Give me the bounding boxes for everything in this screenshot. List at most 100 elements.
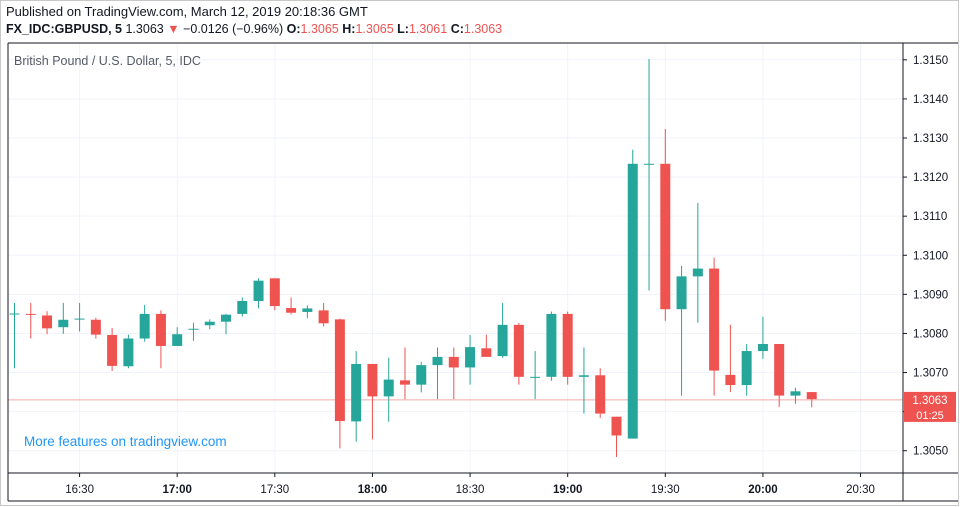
price-tick-label: 1.3080 <box>913 328 948 340</box>
candle <box>562 311 573 385</box>
price-tick-label: 1.3120 <box>913 172 948 184</box>
symbol-label[interactable]: FX_IDC:GBPUSD, 5 <box>6 22 122 36</box>
candle <box>90 317 101 339</box>
time-tick-label: 17:00 <box>162 484 191 496</box>
price-tick-label: 1.3070 <box>913 368 948 380</box>
candle-body <box>123 338 134 367</box>
low-label: L: <box>397 22 409 36</box>
candle <box>692 202 703 323</box>
time-axis[interactable]: 16:30 17:00 17:30 18:00 18:30 19:00 19:30 20:00… <box>65 473 875 496</box>
candle-body <box>806 392 817 400</box>
price-tag-box <box>904 391 956 422</box>
price-axis[interactable]: 1.30501.30601.30701.30801.30901.31001.31… <box>903 55 956 458</box>
candle-body <box>627 163 638 439</box>
published-line: Published on TradingView.com, March 12, … <box>6 4 368 19</box>
candle-body <box>399 380 410 385</box>
candle-body <box>725 374 736 386</box>
bar-countdown: 01:25 <box>916 410 944 422</box>
tradingview-link[interactable]: More features on tradingview.com <box>24 434 227 449</box>
candle-body <box>546 313 557 377</box>
open-value: 1.3065 <box>300 22 339 36</box>
open-label: O: <box>286 22 301 36</box>
candle <box>221 313 232 335</box>
candle <box>188 322 199 341</box>
candle <box>74 302 85 332</box>
candle-body <box>25 313 36 315</box>
candle <box>530 351 541 400</box>
candle-body <box>172 334 183 346</box>
price-tick-label: 1.3140 <box>913 94 948 106</box>
candle <box>416 361 427 393</box>
candle <box>383 357 394 422</box>
candle <box>9 302 20 369</box>
candle-body <box>709 268 720 371</box>
candle <box>399 347 410 400</box>
candle-body <box>269 278 280 307</box>
candle-body <box>367 363 378 397</box>
candle <box>286 297 297 315</box>
candle-body <box>334 319 345 422</box>
candle-body <box>155 313 166 346</box>
candle <box>58 302 69 334</box>
candle-body <box>741 351 752 386</box>
candle-body <box>448 356 459 368</box>
last-price: 1.3063 <box>125 22 164 36</box>
candle-body <box>562 313 573 377</box>
candle-body <box>774 344 785 396</box>
candle-body <box>530 376 541 378</box>
time-tick-label: 16:30 <box>65 484 94 496</box>
price-tick-label: 1.3100 <box>913 250 948 262</box>
candle-body <box>74 318 85 320</box>
candle-body <box>383 379 394 397</box>
last-price-tag: 1.3063 01:25 <box>904 391 956 422</box>
candle <box>318 302 329 327</box>
candle-body <box>139 313 150 339</box>
candle-body <box>9 313 20 315</box>
time-tick-label: 20:00 <box>748 484 777 496</box>
price-tick-label: 1.3110 <box>913 211 947 223</box>
candle-body <box>757 344 768 352</box>
time-tick-label: 20:30 <box>846 484 875 496</box>
candle-body <box>416 365 427 385</box>
close-label: C: <box>450 22 464 36</box>
low-value: 1.3061 <box>408 22 448 36</box>
candle-body <box>351 363 362 422</box>
candle-body <box>513 324 524 377</box>
candle <box>172 327 183 346</box>
candle-body <box>58 319 69 328</box>
candle <box>155 310 166 369</box>
chart-title: British Pound / U.S. Dollar, 5, IDC <box>14 54 201 68</box>
candle <box>725 324 736 393</box>
candle <box>204 319 215 330</box>
candle <box>627 149 638 439</box>
price-tick-label: 1.3150 <box>913 55 948 67</box>
time-tick-label: 18:00 <box>358 484 387 496</box>
candle-body <box>318 310 329 324</box>
time-tick-label: 17:30 <box>260 484 289 496</box>
candle <box>253 278 264 309</box>
candle <box>107 327 118 371</box>
candle-body <box>497 324 508 357</box>
candle <box>448 347 459 400</box>
candle-body <box>676 276 687 310</box>
candle <box>465 335 476 385</box>
candle <box>546 311 557 381</box>
candle <box>774 344 785 407</box>
candle-body <box>286 308 297 313</box>
candle-body <box>578 375 589 377</box>
high-label: H: <box>342 22 356 36</box>
time-tick-label: 18:30 <box>456 484 485 496</box>
candle <box>42 311 53 335</box>
price-tick-label: 1.3090 <box>913 289 948 301</box>
candle-body <box>644 163 655 165</box>
candle-body <box>465 347 476 368</box>
candle-body <box>660 163 671 310</box>
candle <box>741 344 752 396</box>
candle-body <box>42 315 53 329</box>
candle <box>432 347 443 400</box>
candle <box>139 304 150 342</box>
candle <box>302 305 313 319</box>
candle <box>497 302 508 358</box>
